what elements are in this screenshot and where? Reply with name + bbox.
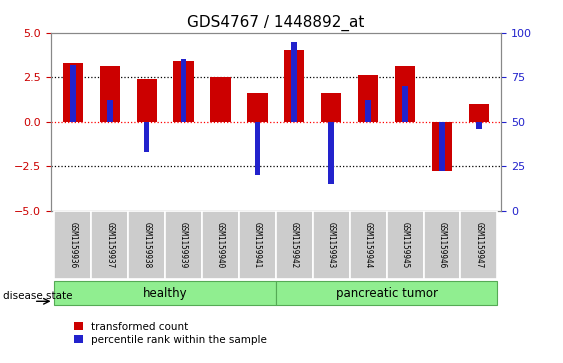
Bar: [321, 93, 341, 122]
Bar: [476, 122, 482, 129]
FancyBboxPatch shape: [276, 281, 497, 305]
FancyBboxPatch shape: [461, 211, 497, 279]
Text: GSM1159940: GSM1159940: [216, 222, 225, 268]
FancyBboxPatch shape: [165, 211, 202, 279]
Text: disease state: disease state: [3, 291, 72, 301]
Legend: transformed count, percentile rank within the sample: transformed count, percentile rank withi…: [69, 317, 271, 349]
Bar: [284, 50, 305, 122]
Bar: [173, 61, 194, 122]
Bar: [292, 42, 297, 122]
Bar: [432, 122, 452, 171]
FancyBboxPatch shape: [239, 211, 276, 279]
FancyBboxPatch shape: [276, 211, 313, 279]
Bar: [181, 59, 186, 122]
Bar: [254, 122, 260, 175]
FancyBboxPatch shape: [55, 281, 276, 305]
Title: GDS4767 / 1448892_at: GDS4767 / 1448892_at: [187, 15, 365, 31]
Text: GSM1159937: GSM1159937: [105, 222, 114, 268]
Bar: [358, 76, 378, 122]
Text: healthy: healthy: [143, 287, 187, 299]
Text: GSM1159939: GSM1159939: [179, 222, 188, 268]
Bar: [107, 100, 113, 122]
Bar: [136, 79, 157, 122]
Text: GSM1159943: GSM1159943: [327, 222, 336, 268]
FancyBboxPatch shape: [387, 211, 423, 279]
FancyBboxPatch shape: [350, 211, 387, 279]
Bar: [144, 122, 150, 152]
Text: GSM1159936: GSM1159936: [68, 222, 77, 268]
Bar: [100, 66, 120, 122]
Text: GSM1159946: GSM1159946: [437, 222, 446, 268]
Text: GSM1159941: GSM1159941: [253, 222, 262, 268]
Text: GSM1159947: GSM1159947: [475, 222, 484, 268]
Bar: [328, 122, 334, 184]
Text: GSM1159942: GSM1159942: [290, 222, 299, 268]
FancyBboxPatch shape: [313, 211, 350, 279]
FancyBboxPatch shape: [423, 211, 461, 279]
Bar: [439, 122, 445, 171]
Text: GSM1159944: GSM1159944: [364, 222, 373, 268]
Bar: [247, 93, 267, 122]
Bar: [395, 66, 415, 122]
Bar: [365, 100, 371, 122]
Bar: [70, 65, 75, 122]
Bar: [211, 77, 231, 122]
FancyBboxPatch shape: [91, 211, 128, 279]
Bar: [62, 63, 83, 122]
Text: pancreatic tumor: pancreatic tumor: [336, 287, 437, 299]
Text: GSM1159938: GSM1159938: [142, 222, 151, 268]
FancyBboxPatch shape: [128, 211, 165, 279]
FancyBboxPatch shape: [202, 211, 239, 279]
Text: GSM1159945: GSM1159945: [401, 222, 410, 268]
Bar: [402, 86, 408, 122]
Bar: [469, 104, 489, 122]
FancyBboxPatch shape: [55, 211, 91, 279]
